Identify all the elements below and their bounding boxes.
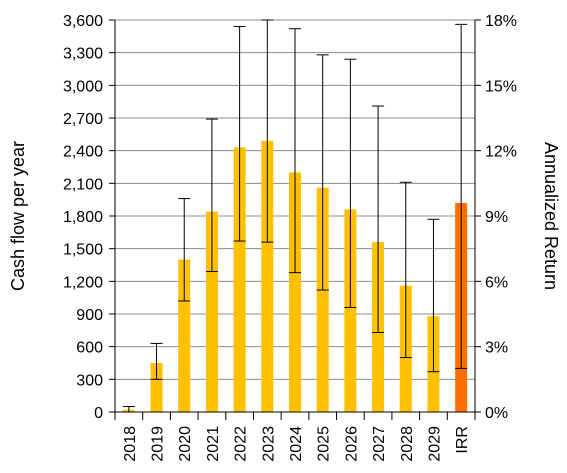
bar — [316, 187, 329, 412]
y-tick-label: 300 — [76, 372, 103, 389]
x-axis-ticks: 2018 2019 2020 2021 2022 2023 2024 2025 2026 2027… — [122, 426, 471, 462]
x-tick-label: 2023 — [260, 426, 277, 462]
x-tick-label: 2020 — [177, 426, 194, 462]
y2-tick-label: 12% — [485, 144, 517, 161]
x-tick-label: 2027 — [371, 426, 388, 462]
x-tick-label: 2028 — [399, 426, 416, 462]
axes — [109, 19, 481, 420]
y2-tick-label: 3% — [485, 340, 508, 357]
bar — [289, 172, 301, 412]
bar — [178, 259, 191, 412]
bar — [150, 363, 163, 412]
y2-tick-label: 18% — [485, 13, 517, 30]
x-tick-label: 2021 — [205, 426, 222, 462]
bar — [205, 211, 218, 412]
y-tick-label: 1,500 — [63, 242, 103, 259]
bars — [122, 140, 468, 412]
y-tick-label: 0 — [94, 405, 103, 422]
y-tick-label: 2,100 — [63, 176, 103, 193]
y-tick-label: 2,400 — [63, 144, 103, 161]
y2-tick-label: 15% — [485, 78, 517, 95]
bar — [344, 209, 357, 412]
x-tick-label: 2029 — [426, 426, 443, 462]
left-axis-ticks: 0 300 600 900 1,200 1,500 1,800 2,100 2,400 2,700… — [63, 13, 103, 422]
y2-tick-label: 9% — [485, 209, 508, 226]
y-tick-label: 900 — [76, 307, 103, 324]
y-axis-title: Cash flow per year — [8, 141, 28, 291]
x-tick-label: IRR — [454, 426, 471, 454]
y2-tick-label: 6% — [485, 274, 508, 291]
x-tick-label: 2025 — [316, 426, 333, 462]
y-tick-label: 1,800 — [63, 209, 103, 226]
y-tick-label: 600 — [76, 340, 103, 357]
y-tick-label: 2,700 — [63, 111, 103, 128]
x-tick-label: 2022 — [233, 426, 250, 462]
bar — [261, 140, 274, 412]
y-tick-label: 3,300 — [63, 46, 103, 63]
right-axis-ticks: 0% 3% 6% 9% 12% 15% 18% — [485, 13, 517, 422]
y2-axis-title: Annualized Return — [541, 142, 561, 290]
y-tick-label: 3,000 — [63, 78, 103, 95]
y2-tick-label: 0% — [485, 405, 508, 422]
bar — [233, 147, 246, 412]
x-tick-label: 2026 — [343, 426, 360, 462]
x-tick-label: 2024 — [288, 426, 305, 462]
y-tick-label: 1,200 — [63, 274, 103, 291]
x-tick-label: 2019 — [150, 426, 167, 462]
x-tick-label: 2018 — [122, 426, 139, 462]
y-tick-label: 3,600 — [63, 13, 103, 30]
